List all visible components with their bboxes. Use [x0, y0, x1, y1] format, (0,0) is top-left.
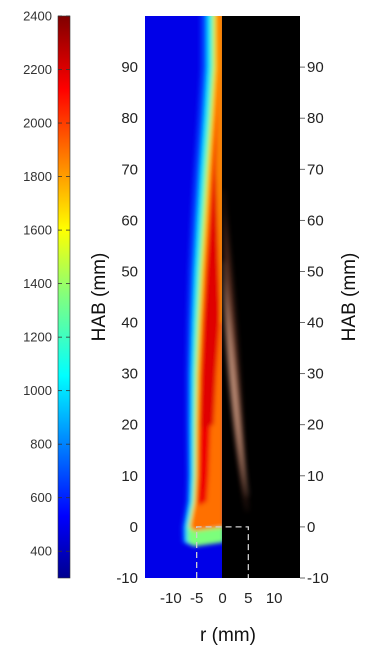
y-tick-label-left: 50	[121, 263, 138, 280]
y-tick-label-left: 10	[121, 468, 138, 485]
colorbar-gradient	[57, 15, 71, 579]
y-axis-title-left: HAB (mm)	[89, 253, 110, 342]
colorbar-tick-label: 2200	[23, 62, 52, 77]
y-tick-label-right: 0	[307, 519, 315, 536]
x-tick-label: -10	[160, 590, 182, 607]
flame-luminosity-panel	[222, 16, 300, 578]
y-tick-label-right: 70	[307, 161, 324, 178]
colorbar-tick-label: 1000	[23, 383, 52, 398]
y-tick-label-right: 80	[307, 110, 324, 127]
colorbar-tick-label: 1600	[23, 223, 52, 238]
y-tick-label-right: 30	[307, 366, 324, 383]
y-tick-label-right: 60	[307, 212, 324, 229]
y-axis-title-right: HAB (mm)	[339, 253, 360, 342]
x-tick-label: 5	[244, 590, 252, 607]
x-tick-label: 10	[266, 590, 283, 607]
y-tick-label-right: -10	[307, 570, 329, 587]
colorbar-tick-label: 2400	[23, 9, 52, 24]
y-tick-label-left: -10	[116, 570, 138, 587]
x-tick-label: -5	[190, 590, 203, 607]
y-tick-label-right: 10	[307, 468, 324, 485]
y-tick-label-right: 50	[307, 263, 324, 280]
colorbar-tick-label: 1200	[23, 330, 52, 345]
x-tick-label: 0	[218, 590, 226, 607]
y-tick-label-left: 70	[121, 161, 138, 178]
burner-outline	[196, 526, 249, 578]
x-axis-title: r (mm)	[200, 625, 256, 646]
heat-band-core	[201, 16, 222, 429]
right-y-axis-ticks: -10 0 10 20 30 40 50 60 70 80 90	[300, 59, 329, 587]
y-tick-label-left: 90	[121, 59, 138, 76]
colorbar-tick-label: 800	[30, 437, 52, 452]
y-tick-label-left: 0	[130, 519, 138, 536]
y-tick-label-right: 90	[307, 59, 324, 76]
y-tick-label-left: 60	[121, 212, 138, 229]
colorbar-ticks: 400 600 800 1000 1200 1400 1600 1800 2000 2200 240…	[23, 9, 70, 559]
colorbar-tick-label: 1400	[23, 276, 52, 291]
colorbar: 400 600 800 1000 1200 1400 1600 1800 2000 2200 240…	[23, 9, 71, 579]
colorbar-tick-label: 1800	[23, 169, 52, 184]
y-tick-label-left: 80	[121, 110, 138, 127]
flame-glow-outer	[223, 189, 248, 512]
dark-background	[222, 16, 300, 578]
y-tick-label-right: 20	[307, 417, 324, 434]
y-tick-label-left: 20	[121, 417, 138, 434]
left-y-axis-ticks: -10 0 10 20 30 40 50 60 70 80 90	[116, 59, 138, 587]
colorbar-tick-label: 2000	[23, 116, 52, 131]
heat-band-axis	[215, 16, 222, 323]
y-tick-label-left: 30	[121, 366, 138, 383]
x-axis-ticks: -10 -5 0 5 10	[160, 590, 283, 607]
temperature-field-panel	[145, 16, 222, 578]
colorbar-tick-label: 400	[30, 544, 52, 559]
y-tick-label-left: 40	[121, 315, 138, 332]
flame-glow-inner	[223, 261, 248, 497]
y-tick-label-right: 40	[307, 315, 324, 332]
colorbar-tick-label: 600	[30, 490, 52, 505]
